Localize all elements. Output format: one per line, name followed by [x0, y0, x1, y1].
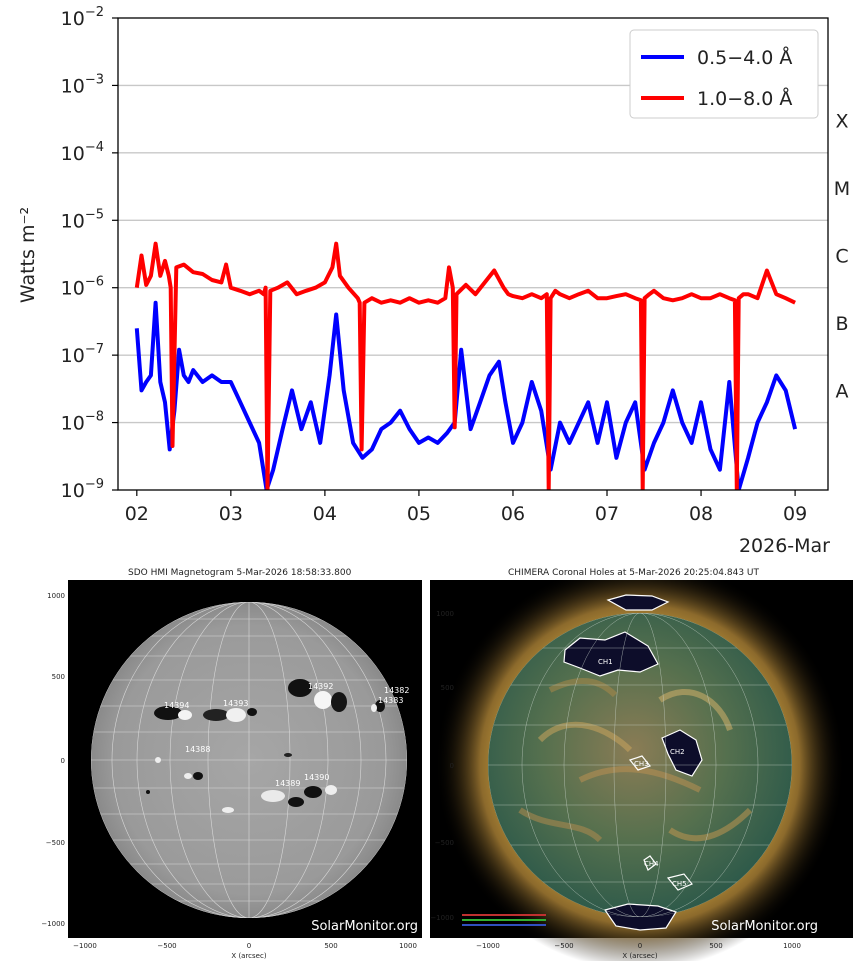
coronal-hole-labels: CH1 CH2 CH3 CH4 CH5 [598, 658, 687, 888]
euv-bright-loops [518, 677, 753, 843]
flare-class-label: A [836, 380, 849, 402]
ch-label: CH2 [670, 748, 685, 756]
y-tick-label: 10−8 [61, 410, 104, 435]
x-tick-label: 02 [125, 503, 149, 525]
y-tick-label: 10−5 [61, 207, 104, 232]
magnetic-active-regions [146, 679, 385, 813]
series-line-1 [134, 241, 796, 490]
x-tick-label: 09 [783, 503, 807, 525]
svg-text:500: 500 [709, 942, 722, 950]
flare-class-label: B [835, 313, 848, 335]
coronal-holes-figure: CH1 CH2 CH3 CH4 CH5 SolarMonitor.org −10… [430, 580, 853, 961]
y-tick-label: 10−3 [61, 72, 104, 97]
svg-text:500: 500 [52, 673, 65, 681]
coronal-holes-panel: CHIMERA Coronal Holes at 5-Mar-2026 20:2… [430, 568, 853, 961]
ch-label: CH5 [672, 880, 687, 888]
y-tick-labels: 10−9 10−8 10−7 10−6 10−5 10−4 10−3 10−2 [61, 5, 118, 502]
flare-class-labels: X M C B A [834, 111, 850, 403]
ch-label: CH1 [598, 658, 613, 666]
ar-label: 14389 [275, 779, 300, 788]
series-line-0 [134, 300, 798, 490]
ar-label: 14388 [185, 745, 210, 754]
y-tick-label: 10−2 [61, 5, 104, 30]
coronal-x-ticks: −1000 −500 0 500 1000 [476, 942, 801, 950]
chart-gridlines [118, 84, 828, 424]
plot-frame [117, 17, 829, 491]
magnetogram-x-ticks: −1000 −500 0 500 1000 [73, 942, 417, 950]
ar-label: 14382 [384, 686, 409, 695]
svg-text:500: 500 [441, 684, 454, 692]
chart-series-layer [134, 241, 798, 490]
magnetogram-figure: 14394 14393 14392 14382 14383 14388 1439… [41, 580, 422, 960]
svg-text:−500: −500 [554, 942, 573, 950]
svg-text:−1000: −1000 [73, 942, 97, 950]
svg-text:0: 0 [61, 757, 65, 765]
svg-text:−500: −500 [435, 839, 454, 847]
legend-label-blue: 0.5−4.0 Å [697, 46, 792, 69]
magnetogram-watermark: SolarMonitor.org [311, 919, 418, 934]
ar-label: 14393 [223, 699, 248, 708]
magnetogram-y-ticks: 1000 500 0 −500 −1000 [41, 592, 65, 928]
x-tick-label: 08 [689, 503, 713, 525]
y-tick-label: 10−9 [61, 477, 104, 502]
svg-text:−500: −500 [157, 942, 176, 950]
svg-text:0: 0 [450, 762, 454, 770]
svg-text:−1000: −1000 [430, 914, 454, 922]
flare-class-label: M [834, 178, 850, 200]
coronal-holes-title: CHIMERA Coronal Holes at 5-Mar-2026 20:2… [508, 568, 760, 578]
svg-text:−500: −500 [46, 839, 65, 847]
y-tick-label: 10−7 [61, 342, 104, 367]
coronal-hole-regions [563, 594, 703, 931]
svg-text:−1000: −1000 [476, 942, 500, 950]
y-axis-label: Watts m⁻² [17, 207, 39, 303]
ch-label: CH4 [644, 860, 659, 868]
x-tick-labels: 02 03 04 05 06 07 08 09 [125, 490, 807, 525]
magnetogram-title: SDO HMI Magnetogram 5-Mar-2026 18:58:33.… [128, 568, 352, 578]
x-tick-label: 03 [219, 503, 243, 525]
ar-label: 14394 [164, 701, 189, 710]
active-region-labels: 14394 14393 14392 14382 14383 14388 1439… [164, 682, 409, 788]
x-tick-label: 06 [501, 503, 525, 525]
coronal-watermark: SolarMonitor.org [711, 919, 818, 934]
svg-text:500: 500 [324, 942, 337, 950]
flare-class-label: X [835, 111, 848, 133]
svg-text:0: 0 [247, 942, 251, 950]
ar-label: 14392 [308, 682, 333, 691]
x-axis-label: 2026-Mar [739, 535, 830, 557]
chart-legend: 0.5−4.0 Å 1.0−8.0 Å [629, 29, 819, 119]
y-tick-label: 10−4 [61, 140, 104, 165]
legend-label-red: 1.0−8.0 Å [697, 87, 792, 110]
svg-text:1000: 1000 [399, 942, 417, 950]
ar-label: 14390 [304, 773, 329, 782]
svg-text:1000: 1000 [783, 942, 801, 950]
x-tick-label: 07 [595, 503, 619, 525]
svg-text:1000: 1000 [436, 610, 454, 618]
magnetogram-grid [91, 602, 407, 918]
svg-text:−1000: −1000 [41, 920, 65, 928]
svg-text:0: 0 [638, 942, 642, 950]
ch-label: CH3 [634, 760, 649, 768]
x-tick-label: 05 [407, 503, 431, 525]
flare-class-label: C [835, 246, 848, 268]
y-tick-label: 10−6 [61, 275, 104, 300]
ar-label: 14383 [378, 696, 403, 705]
magnetogram-panel: SDO HMI Magnetogram 5-Mar-2026 18:58:33.… [38, 568, 426, 961]
svg-text:1000: 1000 [47, 592, 65, 600]
coronal-x-label: X (arcsec) [622, 952, 657, 960]
magnetogram-x-label: X (arcsec) [231, 952, 266, 960]
x-tick-label: 04 [313, 503, 337, 525]
legend-text-lines [462, 914, 546, 926]
heliographic-grid [488, 613, 792, 917]
coronal-y-ticks: 1000 500 0 −500 −1000 [430, 610, 454, 922]
xray-flux-chart: 02 03 04 05 06 07 08 09 10−910−810−710−610−510−… [17, 5, 850, 557]
